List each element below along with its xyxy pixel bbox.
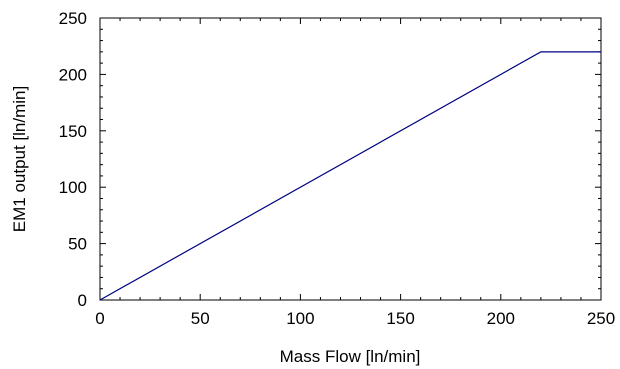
x-tick-labels: 0 50 100 150 200 250 (95, 309, 615, 328)
x-tick-label: 0 (95, 309, 104, 328)
x-tick-label: 250 (587, 309, 615, 328)
y-tick-labels: 0 50 100 150 200 250 (59, 9, 87, 310)
y-tick-label: 250 (59, 9, 87, 28)
x-tick-label: 100 (286, 309, 314, 328)
y-tick-label: 0 (78, 291, 87, 310)
x-axis-title: Mass Flow [ln/min] (280, 347, 421, 366)
series-line (99, 51, 601, 301)
y-tick-label: 150 (59, 122, 87, 141)
y-tick-label: 200 (59, 65, 87, 84)
major-ticks (99, 17, 602, 301)
x-tick-label: 50 (191, 309, 210, 328)
x-tick-label: 200 (487, 309, 515, 328)
series-layer (99, 51, 601, 301)
y-tick-label: 100 (59, 178, 87, 197)
y-tick-label: 50 (68, 235, 87, 254)
x-tick-label: 150 (386, 309, 414, 328)
y-axis-title: EM1 output [ln/min] (10, 86, 29, 232)
minor-ticks (100, 18, 601, 300)
